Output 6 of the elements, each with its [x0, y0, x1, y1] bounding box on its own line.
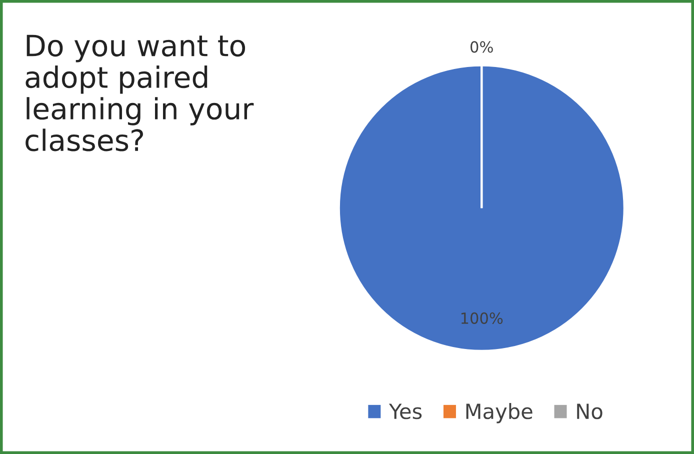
legend-label: Yes — [388, 404, 422, 420]
chart-title: Do you want to adopt paired learning in your classes? — [26, 34, 254, 152]
legend-label: No — [577, 404, 602, 420]
text: 0% — [470, 41, 493, 53]
legend-label: Maybe — [466, 403, 532, 424]
data-label: 100% — [461, 312, 503, 324]
